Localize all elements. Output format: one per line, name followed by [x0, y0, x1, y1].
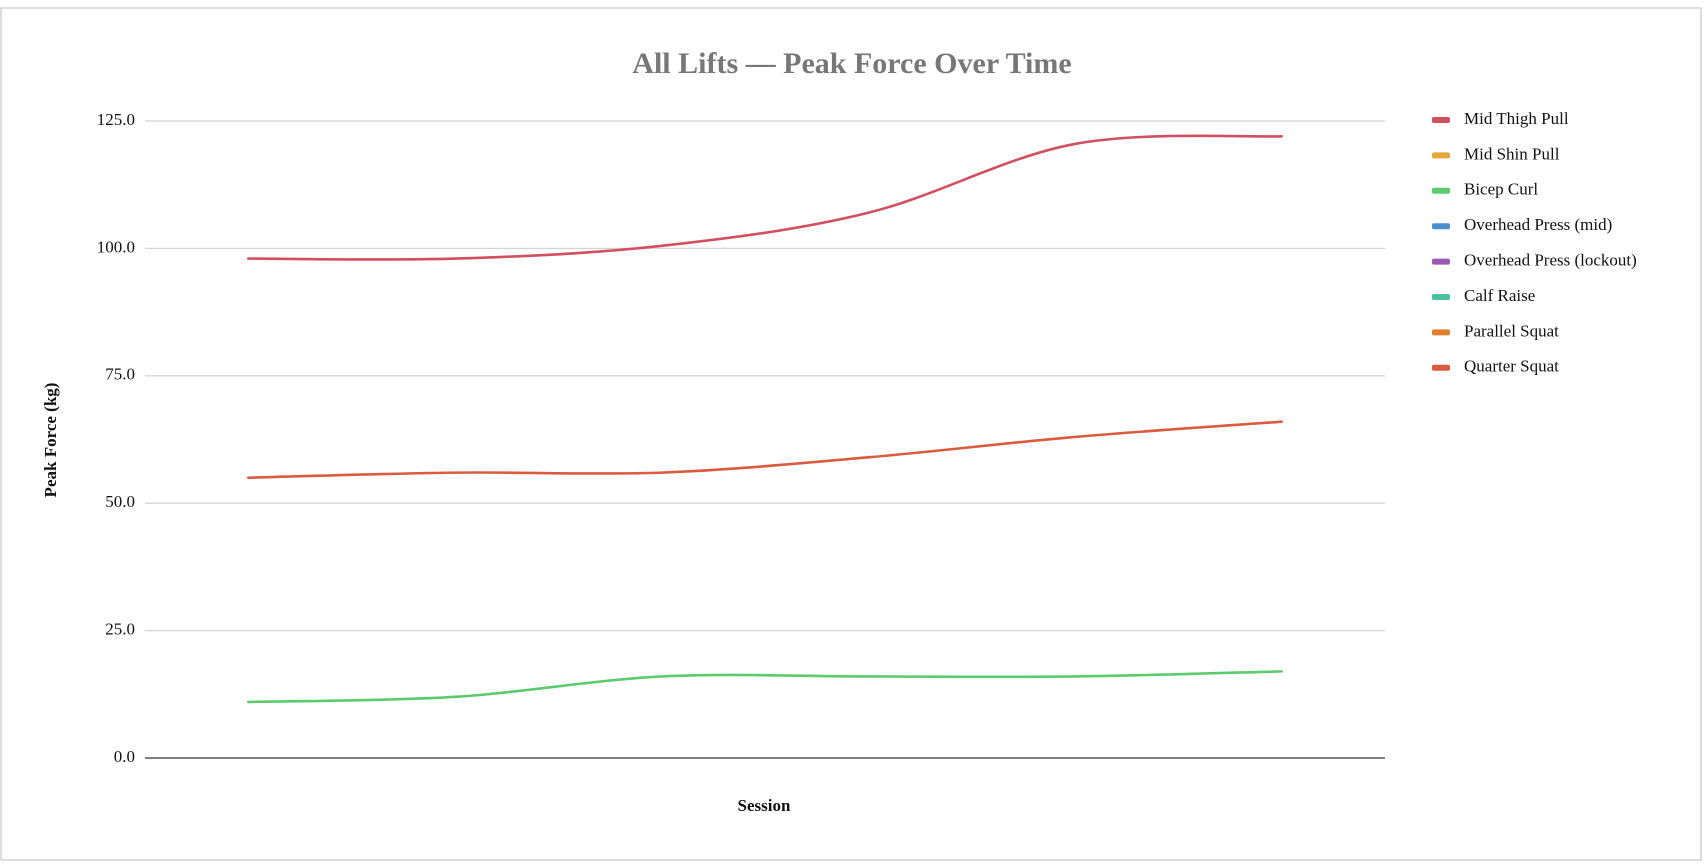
y-axis-label: Peak Force (kg)	[41, 383, 60, 498]
legend-swatch	[1432, 364, 1450, 371]
y-tick-label: 75.0	[105, 365, 135, 384]
y-tick-label: 50.0	[105, 492, 135, 511]
y-tick-label: 25.0	[105, 620, 135, 639]
legend-label: Mid Shin Pull	[1464, 144, 1560, 163]
legend-label: Quarter Squat	[1464, 357, 1559, 376]
frame	[0, 7, 1702, 861]
y-tick-label: 125.0	[97, 110, 135, 129]
line-series	[247, 420, 1283, 480]
legend-swatch	[1432, 329, 1450, 336]
legend-swatch	[1432, 223, 1450, 230]
legend-label: Mid Thigh Pull	[1464, 109, 1569, 128]
chart-title: All Lifts — Peak Force Over Time	[632, 47, 1071, 80]
y-tick-label: 100.0	[97, 237, 135, 256]
legend-label: Calf Raise	[1464, 286, 1535, 305]
legend-swatch	[1432, 187, 1450, 194]
legend-swatch	[1432, 152, 1450, 159]
legend-label: Overhead Press (mid)	[1464, 215, 1612, 234]
legend-swatch	[1432, 117, 1450, 123]
line-series	[247, 670, 1283, 704]
y-tick-label: 0.0	[114, 747, 135, 766]
legend-swatch	[1432, 258, 1450, 265]
legend-label: Bicep Curl	[1464, 180, 1538, 199]
legend-label: Overhead Press (lockout)	[1464, 251, 1637, 270]
legend-swatch	[1432, 294, 1450, 300]
line-series	[247, 134, 1283, 261]
x-axis-label: Session	[738, 796, 791, 815]
legend-label: Parallel Squat	[1464, 321, 1559, 340]
